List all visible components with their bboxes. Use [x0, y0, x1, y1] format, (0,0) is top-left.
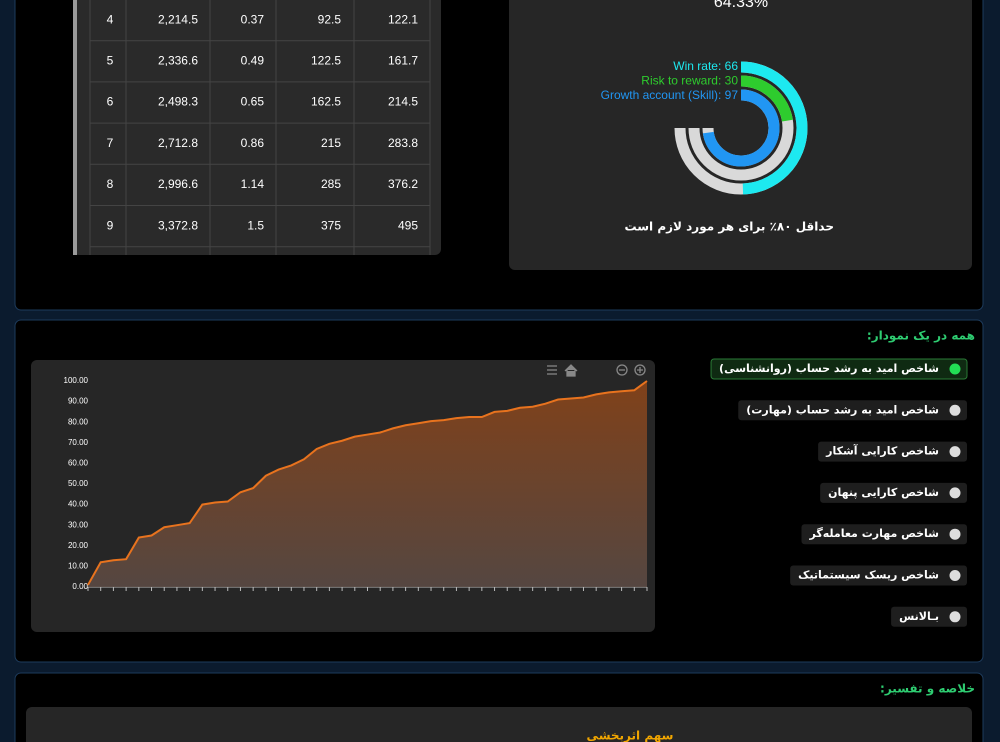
table-cell: 3,372.8 [158, 218, 198, 232]
menu-icon[interactable] [547, 365, 557, 375]
combined-title: همه در یک نمودار: [867, 329, 975, 344]
y-tick-label: 50.00 [68, 479, 89, 488]
toggle-pill[interactable] [891, 606, 967, 627]
toggle-pill[interactable] [818, 441, 967, 462]
table-cell: 122.5 [311, 53, 341, 67]
y-tick-label: 60.00 [68, 459, 89, 468]
toggle-dot[interactable] [949, 446, 961, 458]
toggle-label[interactable]: شاخص ریسک سیستماتیک [798, 569, 939, 582]
radial-legend: Risk to reward: 30 [641, 74, 738, 88]
toggle-pill[interactable] [710, 358, 968, 380]
zoom-out-icon[interactable] [616, 364, 628, 376]
y-tick-label: 90.00 [68, 397, 89, 406]
summary-title: خلاصه و تفسیر: [880, 682, 975, 697]
table-cell: 9 [107, 218, 114, 232]
table-scroll-edge [73, 0, 77, 255]
table-cell: 285 [321, 177, 341, 191]
table-cell: 162.5 [311, 95, 341, 109]
table-cell: 161.7 [388, 53, 418, 67]
toggle-dot[interactable] [949, 570, 961, 581]
table-cell: 1.5 [247, 218, 264, 232]
toggle-dot[interactable] [949, 404, 961, 416]
table-card [73, 0, 441, 255]
radial-bar [740, 75, 793, 122]
table-cell: 215 [321, 136, 341, 150]
table-cell: 2,214.5 [158, 12, 198, 26]
table-cell: 0.65 [241, 95, 265, 109]
toggle-dot[interactable] [949, 363, 961, 375]
y-tick-label: 70.00 [68, 438, 89, 447]
area-fill [88, 381, 647, 587]
zoom-in-icon[interactable] [634, 364, 646, 376]
toggle-label[interactable]: شاخص امید به رشد حساب (روانشناسی) [719, 362, 939, 375]
y-tick-label: 20.00 [68, 541, 89, 550]
toggle-pill[interactable] [820, 482, 967, 503]
score-caption: حداقل ۸۰٪ برای هر مورد لازم است [625, 220, 834, 235]
table-cell: 2,712.8 [158, 136, 198, 150]
toggle-dot[interactable] [949, 611, 961, 623]
table-cell: 7 [107, 136, 114, 150]
toggle-label[interactable]: شاخص کارایی آشکار [825, 444, 939, 458]
summary-card [26, 707, 972, 742]
y-tick-label: 80.00 [68, 417, 89, 426]
table-cell: 376.2 [388, 177, 418, 191]
y-tick-label: 40.00 [68, 500, 89, 509]
radial-bar [740, 61, 808, 195]
toggle-pill[interactable] [790, 565, 967, 586]
table-cell: 495 [398, 218, 418, 232]
toggle-label[interactable]: شاخص مهارت معامله‌گر [809, 527, 940, 540]
table-cell: 283.8 [388, 136, 418, 150]
toggle-pill[interactable] [801, 524, 968, 545]
table-cell: 1.14 [241, 177, 265, 191]
y-tick-label: 0.00 [72, 582, 88, 591]
radial-bar [702, 89, 780, 167]
series-toggles: شاخص امید به رشد حساب (روانشناسی) شاخص ام… [710, 358, 968, 627]
y-tick-label: 100.00 [64, 376, 89, 385]
table-cell: 2,336.6 [158, 53, 198, 67]
table-cell: 122.1 [388, 12, 418, 26]
area-chart: 0.00 10.00 20.00 30.00 40.00 50.00 60.00 70.00 8… [64, 376, 648, 591]
table-cell: 2,498.3 [158, 95, 198, 109]
table-cell: 6 [107, 95, 114, 109]
table-cell: 2,996.6 [158, 177, 198, 191]
y-tick-label: 10.00 [68, 562, 89, 571]
toggle-dot[interactable] [949, 528, 961, 540]
toggle-label[interactable]: شاخص امید به رشد حساب (مهارت) [746, 403, 939, 416]
score-card [509, 0, 972, 270]
radial-legend: Growth account (Skill): 97 [601, 88, 739, 102]
toggle-label[interactable]: شاخص کارایی پنهان [828, 486, 939, 499]
toggle-label[interactable]: بـالانس [899, 610, 939, 623]
table-cell: 0.37 [241, 12, 265, 26]
table-cell: 214.5 [388, 95, 418, 109]
table-cell: 92.5 [318, 12, 342, 26]
table: 4 2,214.5 0.37 92.5 122.1 5 2,336.6 0.49 122.5 16… [89, 0, 431, 255]
table-cell: 0.86 [241, 136, 265, 150]
radial-legend: Win rate: 66 [673, 59, 738, 73]
table-cell: 0.49 [241, 53, 265, 67]
toggle-pill[interactable] [738, 400, 967, 421]
y-tick-label: 30.00 [68, 520, 89, 529]
summary-subtitle: سهم اثربخشی [587, 729, 674, 742]
table-cell: 4 [107, 12, 114, 26]
toggle-dot[interactable] [949, 487, 961, 499]
home-icon[interactable] [564, 364, 578, 377]
table-cell: 8 [107, 177, 114, 191]
chart-toolbar [547, 364, 646, 377]
score-percent: 64.33% [714, 0, 768, 11]
area-line [87, 380, 648, 586]
table-cell: 375 [321, 218, 341, 232]
table-cell: 5 [107, 53, 114, 67]
